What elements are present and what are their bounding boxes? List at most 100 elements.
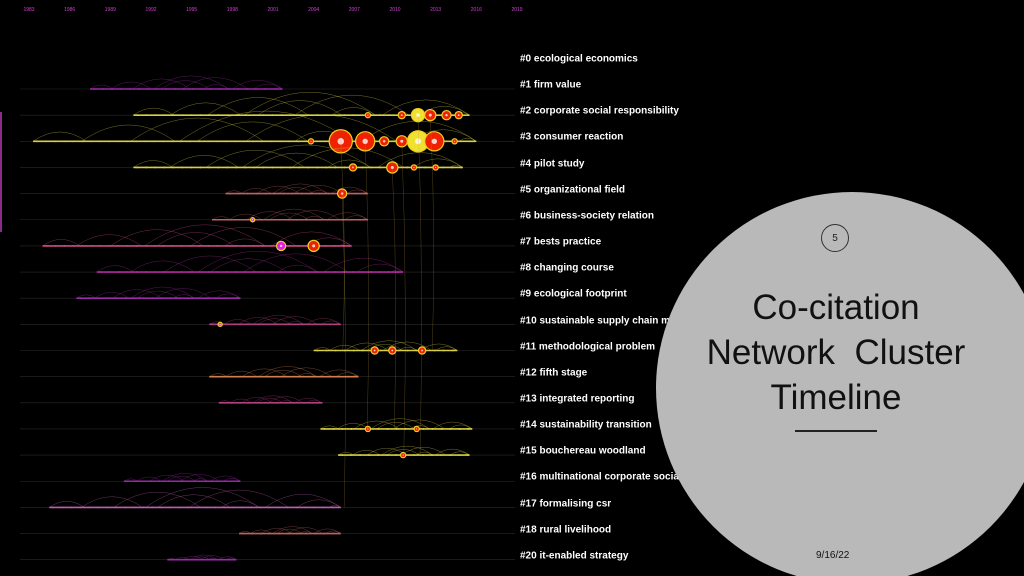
minor-node xyxy=(293,401,296,404)
minor-node xyxy=(334,166,337,169)
citation-arc xyxy=(287,527,323,534)
minor-node xyxy=(270,140,272,143)
minor-node xyxy=(199,114,202,117)
citation-node-core xyxy=(312,244,316,248)
minor-node xyxy=(223,297,226,300)
citation-arc xyxy=(323,257,404,273)
citation-arc xyxy=(286,210,340,220)
minor-node xyxy=(386,454,388,456)
cluster-label: #4 pilot study xyxy=(520,158,585,170)
citation-arc xyxy=(413,158,463,168)
citation-arc xyxy=(155,288,212,299)
citation-arc xyxy=(366,343,403,351)
minor-node xyxy=(311,323,314,326)
minor-node xyxy=(223,506,226,509)
minor-node xyxy=(81,245,84,247)
minor-node xyxy=(271,166,274,169)
minor-node xyxy=(221,401,224,404)
citation-arc xyxy=(458,137,477,142)
citation-arc xyxy=(149,474,185,482)
minor-node xyxy=(275,323,278,326)
minor-node xyxy=(253,114,256,117)
citation-arc xyxy=(196,121,309,142)
minor-node xyxy=(230,323,233,326)
title-circle xyxy=(656,192,1024,576)
minor-node xyxy=(333,271,336,273)
inter-cluster-link xyxy=(364,141,369,429)
minor-node xyxy=(72,245,75,247)
minor-node xyxy=(241,506,244,509)
minor-node xyxy=(160,297,163,300)
citation-arc xyxy=(209,258,287,273)
minor-node xyxy=(266,401,269,404)
minor-node xyxy=(187,297,190,300)
minor-node xyxy=(377,454,379,456)
minor-node xyxy=(135,271,138,273)
citation-arc xyxy=(241,144,371,168)
minor-node xyxy=(221,375,224,378)
minor-node xyxy=(370,166,373,169)
citation-arc xyxy=(169,155,239,168)
citation-arc xyxy=(189,489,289,508)
minor-node xyxy=(248,323,251,326)
citation-arc xyxy=(268,396,304,404)
citation-arc xyxy=(182,77,248,90)
minor-node xyxy=(253,166,256,169)
minor-node xyxy=(212,323,215,326)
minor-node xyxy=(226,114,229,117)
minor-node xyxy=(460,166,463,169)
citation-arc xyxy=(197,250,318,273)
citation-arc xyxy=(96,265,134,273)
minor-node xyxy=(115,297,118,300)
minor-node xyxy=(170,558,173,561)
slide-title-line-2: Network Cluster xyxy=(706,333,966,372)
minor-node xyxy=(316,349,319,352)
inter-cluster-link xyxy=(341,193,346,508)
minor-node xyxy=(282,192,285,195)
citation-arc xyxy=(306,318,341,325)
minor-node xyxy=(269,532,272,535)
minor-node xyxy=(257,323,260,326)
citation-arc xyxy=(145,487,260,508)
slide-title-line-3: Timeline xyxy=(770,378,902,417)
minor-node xyxy=(284,401,287,404)
minor-node xyxy=(261,271,264,273)
minor-node xyxy=(266,323,269,326)
citation-arc xyxy=(432,421,473,430)
citation-node-core xyxy=(435,166,437,169)
year-tick-label: 1983 xyxy=(23,7,35,13)
minor-node xyxy=(378,271,381,273)
minor-node xyxy=(111,88,113,90)
minor-node xyxy=(451,349,454,352)
citation-arc xyxy=(76,234,142,247)
minor-node xyxy=(406,349,409,352)
minor-node xyxy=(264,192,267,195)
citation-arc xyxy=(182,555,204,560)
citation-arc xyxy=(225,190,243,194)
minor-node xyxy=(197,558,200,561)
minor-node xyxy=(288,140,290,143)
slide-number-badge: 5 xyxy=(821,224,849,252)
minor-node xyxy=(293,323,296,326)
citation-node-core xyxy=(219,323,221,325)
minor-node xyxy=(442,349,445,352)
minor-node xyxy=(81,140,83,143)
citation-arc xyxy=(296,499,341,508)
minor-node xyxy=(315,271,318,273)
minor-node xyxy=(314,218,316,221)
minor-node xyxy=(207,480,210,483)
minor-node xyxy=(189,271,192,273)
minor-node xyxy=(257,375,260,378)
left-accent-bar xyxy=(0,112,2,232)
minor-node xyxy=(97,297,100,300)
minor-node xyxy=(278,532,281,535)
slide-title-line-1: Co-citation xyxy=(752,288,920,327)
cluster-label: #10 sustainable supply chain management xyxy=(520,315,723,326)
minor-node xyxy=(354,192,357,195)
year-tick-label: 1989 xyxy=(104,7,116,13)
minor-node xyxy=(323,428,326,430)
minor-node xyxy=(289,114,292,117)
citation-arc xyxy=(330,186,369,194)
citation-arc xyxy=(179,474,220,482)
minor-node xyxy=(467,454,469,456)
